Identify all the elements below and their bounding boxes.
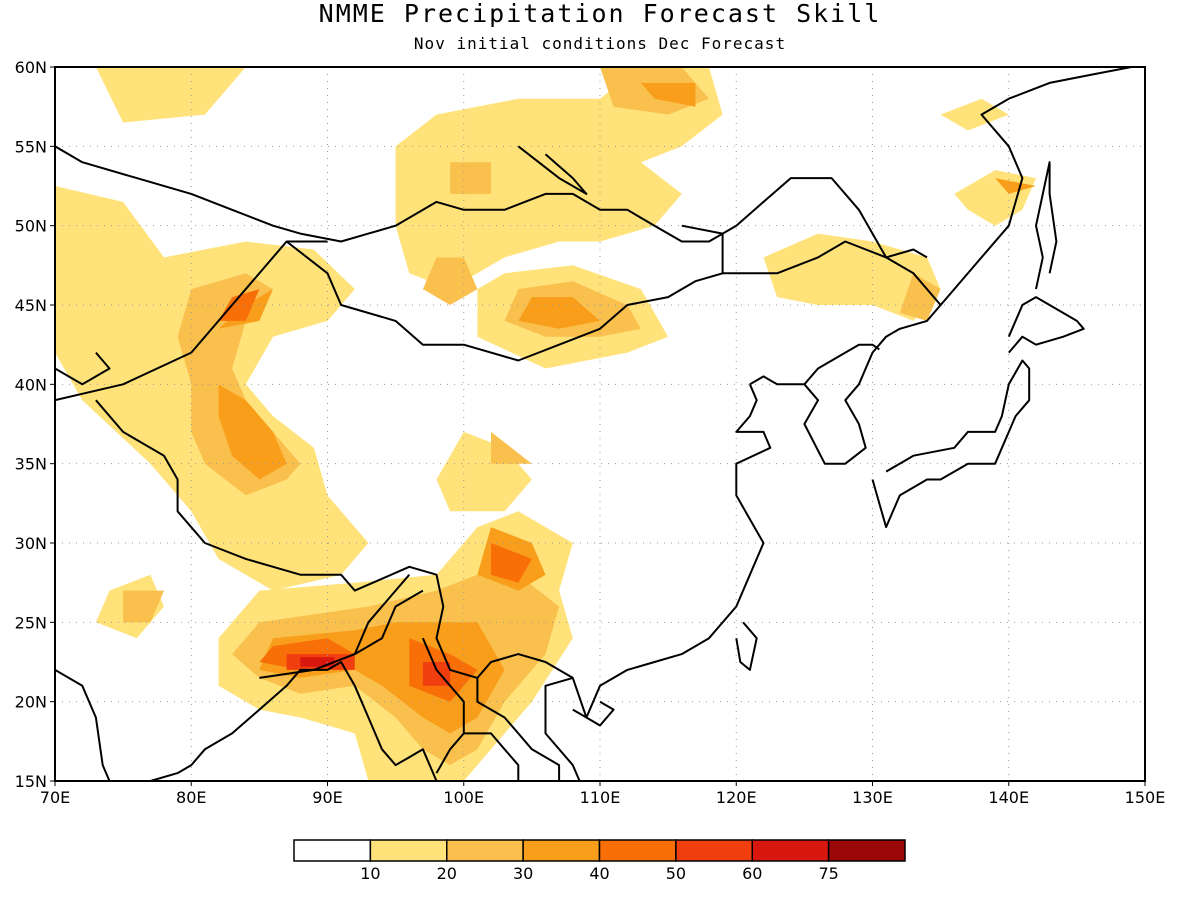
- skill-region-level-3: [640, 82, 696, 107]
- lat-tick-label: 55N: [15, 137, 47, 156]
- lon-tick-label: 120E: [716, 788, 757, 807]
- skill-region-level-2: [123, 590, 164, 623]
- country-border: [463, 732, 520, 781]
- lat-tick-label: 40N: [15, 375, 47, 394]
- coastline: [544, 383, 772, 781]
- lat-tick-label: 30N: [15, 534, 47, 553]
- coastline: [749, 67, 1132, 465]
- lon-tick-label: 150E: [1125, 788, 1166, 807]
- country-border: [190, 240, 328, 354]
- lon-tick-label: 140E: [988, 788, 1029, 807]
- legend-swatch: [598, 839, 677, 862]
- lon-tick-label: 70E: [40, 788, 70, 807]
- legend-swatch: [293, 839, 372, 862]
- skill-region-level-1: [940, 98, 1009, 131]
- map-subtitle: Nov initial conditions Dec Forecast: [413, 34, 787, 53]
- skill-region-level-2: [422, 257, 478, 305]
- legend-label: 30: [513, 864, 533, 883]
- skill-region-level-4: [491, 543, 532, 583]
- country-border: [421, 637, 465, 774]
- lat-tick-label: 35N: [15, 455, 47, 474]
- legend-label: 60: [742, 864, 762, 883]
- coastline: [55, 669, 111, 781]
- lat-tick-label: 20N: [15, 693, 47, 712]
- coastline: [55, 351, 111, 386]
- lon-tick-label: 90E: [312, 788, 342, 807]
- coastline: [517, 145, 588, 195]
- country-border: [95, 399, 574, 679]
- map-title: NMME Precipitation Forecast Skill: [318, 0, 882, 28]
- skill-region-level-2: [899, 273, 941, 321]
- coastline: [150, 661, 438, 781]
- country-border: [722, 240, 928, 275]
- skill-region-level-2: [491, 431, 532, 464]
- lon-tick-label: 130E: [852, 788, 893, 807]
- skill-region-level-4: [259, 638, 355, 670]
- coastline: [1007, 296, 1085, 354]
- skill-region-level-3: [218, 384, 287, 480]
- legend-swatch: [675, 839, 753, 862]
- legend-label: 20: [437, 864, 457, 883]
- lat-tick-label: 15N: [15, 772, 47, 791]
- legend-swatch: [369, 839, 448, 862]
- coastline: [55, 145, 942, 306]
- legend-label: 40: [589, 864, 609, 883]
- lat-tick-label: 50N: [15, 217, 47, 236]
- lon-tick-label: 100E: [443, 788, 484, 807]
- coastline: [735, 621, 758, 671]
- legend-label: 75: [818, 864, 838, 883]
- skill-region-level-2: [450, 162, 491, 194]
- lat-tick-label: 45N: [15, 296, 47, 315]
- legend-label: 50: [666, 864, 686, 883]
- coastline: [572, 700, 615, 727]
- country-border: [354, 589, 424, 655]
- skill-region-level-1: [436, 431, 532, 512]
- lon-tick-label: 110E: [580, 788, 621, 807]
- lat-tick-label: 25N: [15, 613, 47, 632]
- country-border: [476, 677, 561, 781]
- country-border: [285, 224, 724, 362]
- legend-swatch: [446, 839, 524, 862]
- skill-region-level-5: [422, 662, 451, 686]
- lon-tick-label: 80E: [176, 788, 206, 807]
- legend-swatch: [827, 839, 906, 862]
- country-border: [55, 351, 192, 402]
- legend-swatch: [522, 839, 601, 862]
- skill-region-level-4: [218, 289, 260, 321]
- country-border: [259, 574, 411, 679]
- lat-tick-label: 60N: [15, 58, 47, 77]
- skill-region-level-3: [995, 178, 1036, 194]
- skill-region-level-6: [300, 657, 335, 667]
- country-border: [803, 343, 880, 385]
- coastline: [1035, 161, 1058, 290]
- legend-label: 10: [360, 864, 380, 883]
- coastline: [871, 359, 1031, 529]
- skill-region-level-1: [95, 67, 246, 123]
- legend-swatch: [751, 839, 830, 862]
